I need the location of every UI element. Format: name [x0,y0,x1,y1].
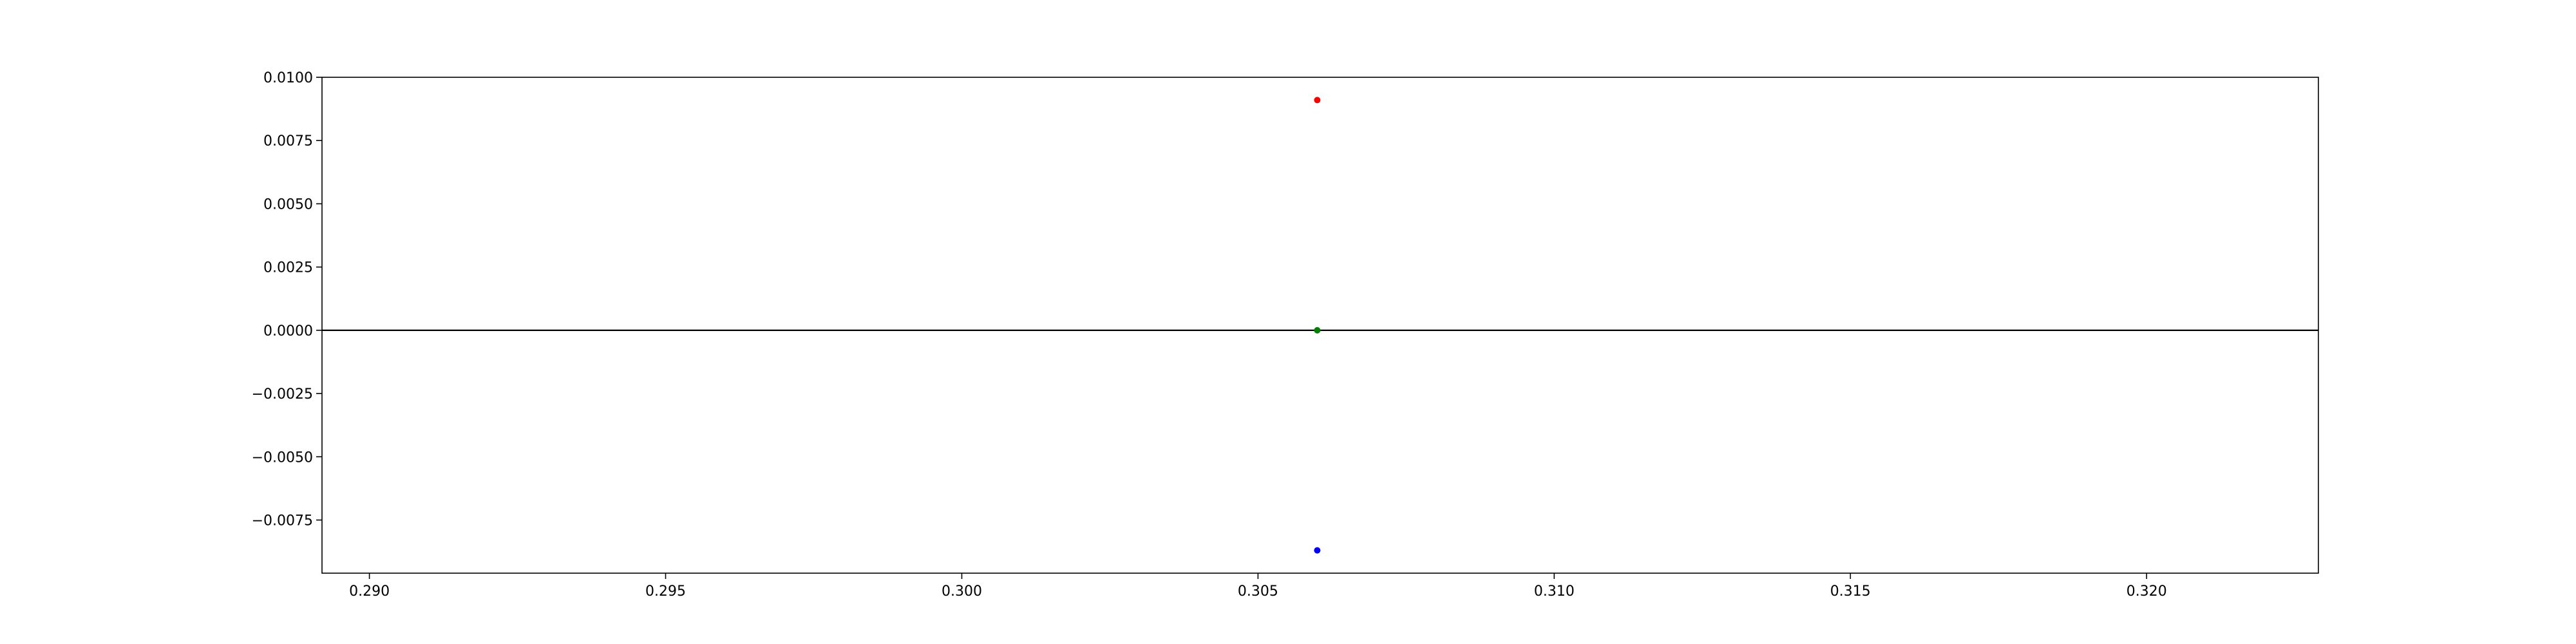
x-tick-label: 0.305 [1238,583,1278,600]
data-point [1314,547,1321,554]
y-tick-label: 0.0050 [263,196,313,213]
y-tick-label: 0.0075 [263,133,313,149]
y-tick-label: 0.0000 [263,323,313,339]
data-point [1314,97,1321,104]
plot-area-frame [321,77,2319,574]
y-tick-label: 0.0100 [263,70,313,86]
y-tick-label: 0.0025 [263,260,313,276]
y-tick-label: −0.0050 [252,450,313,466]
x-tick-label: 0.315 [1830,583,1871,600]
x-tick-label: 0.320 [2126,583,2167,600]
y-tick-label: −0.0025 [252,386,313,402]
y-tick-label: −0.0075 [252,513,313,529]
x-tick-label: 0.295 [645,583,686,600]
y-axis-ticks: 0.0100 0.0075 0.0050 0.0025 0.0000 −0.0025 −0.… [252,70,322,529]
x-tick-label: 0.310 [1534,583,1575,600]
x-axis-ticks: 0.290 0.295 0.300 0.305 0.310 0.315 0.320 [349,573,2167,600]
data-points-layer [1314,97,1321,554]
data-point [1314,327,1321,334]
x-tick-label: 0.290 [349,583,390,600]
x-tick-label: 0.300 [942,583,982,600]
